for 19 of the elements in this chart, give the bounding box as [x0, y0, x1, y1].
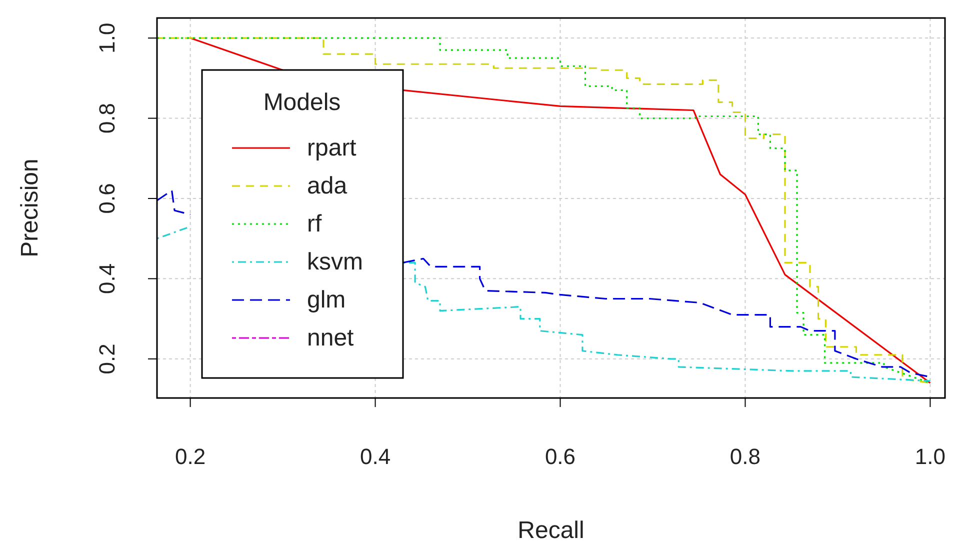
- y-tick-label: 0.8: [94, 102, 120, 134]
- legend-label: nnet: [307, 324, 354, 352]
- x-tick-label: 0.4: [360, 444, 391, 469]
- legend-label: glm: [307, 286, 346, 314]
- y-tick-label: 0.6: [94, 183, 120, 214]
- legend-label: rf: [307, 210, 322, 238]
- y-axis-title: Precision: [16, 158, 44, 258]
- x-tick-label: 0.2: [175, 444, 206, 469]
- legend-label: ada: [307, 172, 348, 200]
- y-tick-label: 0.2: [94, 344, 120, 374]
- y-tick-label: 1.0: [94, 22, 120, 54]
- legend-label: ksvm: [307, 248, 363, 276]
- x-tick-label: 0.8: [730, 444, 761, 469]
- x-tick-label: 1.0: [914, 444, 946, 469]
- legend-label: rpart: [307, 134, 357, 162]
- legend-title: Models: [263, 89, 341, 116]
- y-tick-label: 0.4: [94, 263, 120, 294]
- x-tick-label: 0.6: [544, 444, 576, 469]
- x-axis-title: Recall: [518, 517, 584, 544]
